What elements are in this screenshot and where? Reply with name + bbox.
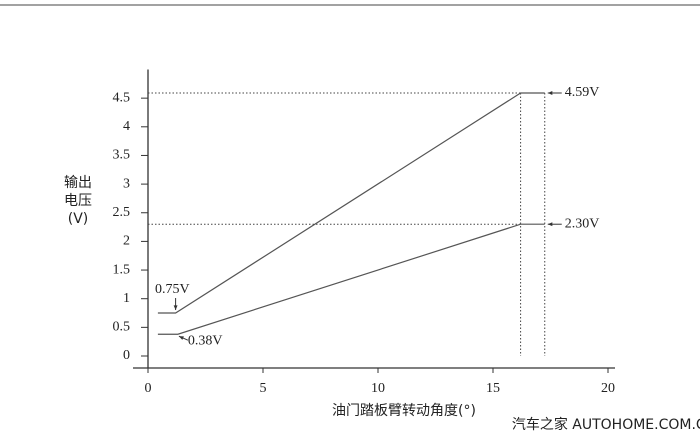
data-line [157,223,545,335]
annotation-arrowhead [547,222,553,227]
y-tick-label: 3 [123,176,130,191]
y-tick-label: 1 [123,291,130,306]
x-tick-label: 10 [371,381,385,396]
x-axis-label: 油门踏板臂转动角度(°) [332,403,476,419]
y-tick-label: 0.5 [113,320,131,335]
watermark: 汽车之家 AUTOHOME.COM.CN [512,416,700,433]
x-tick-label: 15 [486,381,500,396]
annotation: 4.59V [565,85,600,100]
x-tick-label: 0 [145,381,152,396]
annotation-arrowhead [178,336,184,340]
y-axis-label: (V) [68,211,89,227]
y-tick-label: 3.5 [113,148,131,163]
data-line [157,92,545,314]
x-tick-label: 20 [601,381,615,396]
annotation: 0.38V [188,333,223,348]
y-tick-label: 4.5 [113,90,131,105]
annotation-arrowhead [173,305,178,311]
x-tick-label: 5 [260,381,267,396]
y-tick-label: 1.5 [113,262,131,277]
annotation: 2.30V [565,216,600,231]
y-axis-label: 输出 [64,175,92,191]
annotation-arrowhead [547,91,553,95]
y-tick-label: 0 [123,348,130,363]
y-tick-label: 2 [123,234,130,249]
y-axis-label: 电压 [64,193,92,209]
annotation: 0.75V [155,282,190,297]
y-tick-label: 4 [123,119,130,134]
y-tick-label: 2.5 [113,205,131,220]
